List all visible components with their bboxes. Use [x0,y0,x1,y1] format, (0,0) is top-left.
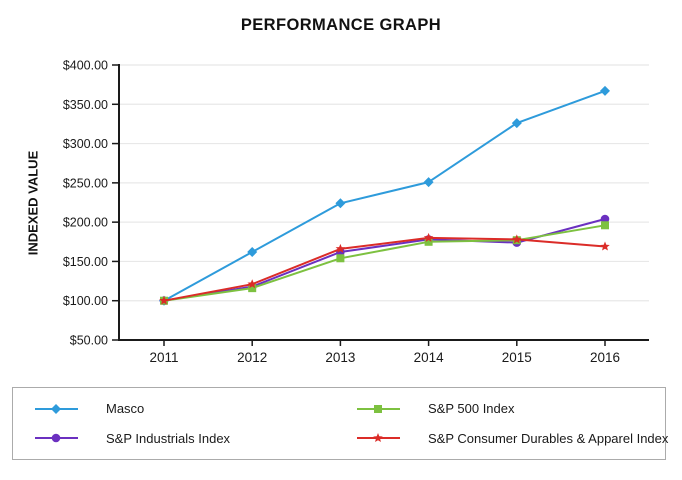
legend-label-sp-industrials: S&P Industrials Index [106,430,231,446]
sp-consumer-durables-line-star-icon [357,433,400,443]
svg-text:$200.00: $200.00 [63,216,108,230]
legend: Masco S&P Industrials Index S&P 500 Inde… [12,387,668,460]
svg-text:$150.00: $150.00 [63,255,108,269]
chart-title: PERFORMANCE GRAPH [240,16,442,34]
sp-industrials-line-circle-icon [35,433,78,443]
sp500-line-square-icon [357,404,400,413]
legend-label-sp-consumer-durables: S&P Consumer Durables & Apparel Index [428,430,669,446]
svg-text:2011: 2011 [149,350,178,365]
svg-text:$350.00: $350.00 [63,98,108,112]
svg-text:2015: 2015 [502,350,532,365]
masco-line-diamond-icon [35,403,78,414]
legend-item-sp500: S&P 500 Index [356,401,668,416]
legend-item-sp-consumer-durables: S&P Consumer Durables & Apparel Index [356,431,668,446]
svg-text:2014: 2014 [414,350,445,365]
svg-text:2013: 2013 [325,350,355,365]
legend-item-masco: Masco [34,401,356,416]
svg-text:$400.00: $400.00 [63,59,108,73]
svg-text:2012: 2012 [237,350,267,365]
svg-text:$250.00: $250.00 [63,176,108,190]
svg-text:$100.00: $100.00 [63,294,108,308]
legend-label-masco: Masco [106,401,145,417]
svg-text:$50.00: $50.00 [70,334,108,348]
svg-text:$300.00: $300.00 [63,137,108,151]
legend-label-sp500: S&P 500 Index [428,401,515,417]
legend-item-sp-industrials: S&P Industrials Index [34,431,356,446]
svg-text:2016: 2016 [590,350,620,365]
